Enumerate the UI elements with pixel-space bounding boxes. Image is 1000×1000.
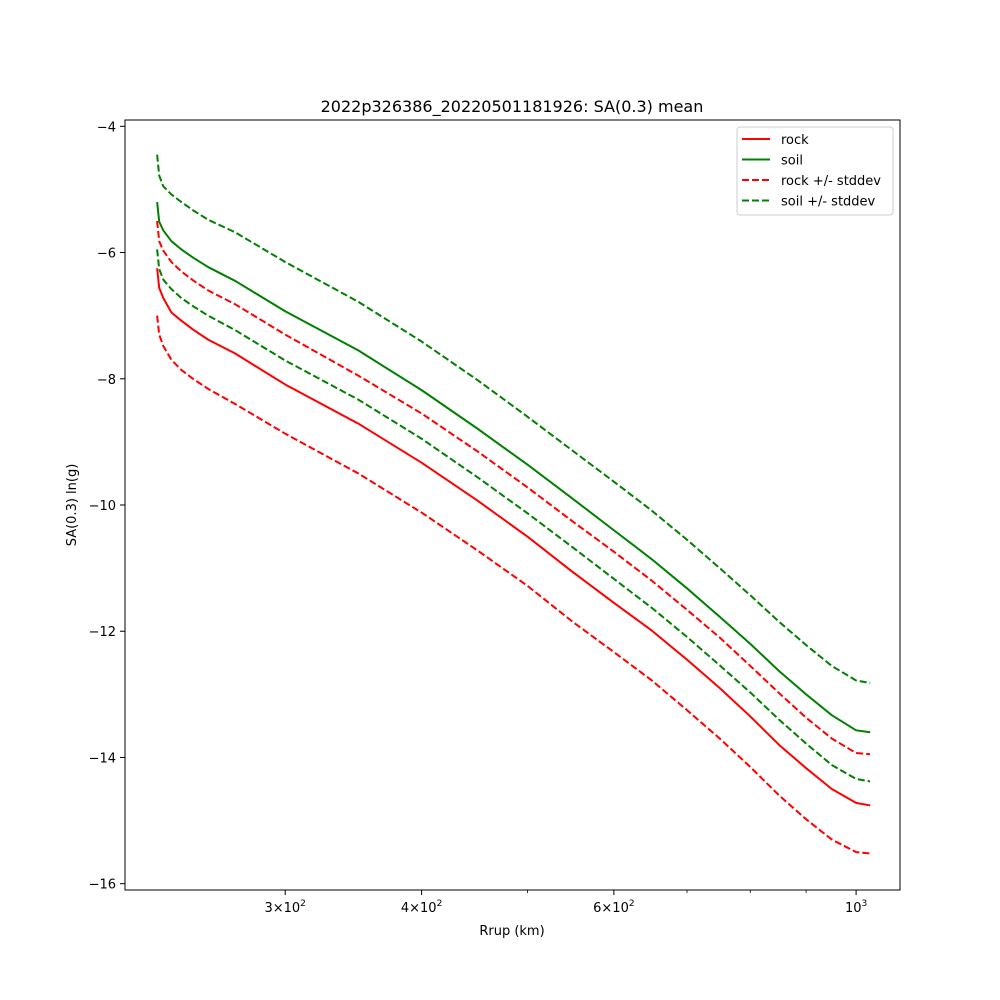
series-line-5 [156,249,871,783]
legend-box [736,126,894,216]
y-axis: −16 −14 −12 −10 −8 −6 −4 [89,120,125,893]
y-tick-label: −8 [97,373,116,388]
chart-title: 2022p326386_20220501181926: SA(0.3) mean [321,97,704,117]
x-tick-label: 3×102 [264,899,305,916]
x-tick-label: 6×102 [593,899,634,916]
x-tick-label: 4×102 [401,899,442,916]
y-tick-label: −16 [89,878,116,893]
plot-lines [156,154,871,855]
x-axis-label: Rrup (km) [479,924,544,939]
legend-label: rock +/- stddev [781,174,881,189]
legend: rock soil rock +/- stddev soil +/- stddev [736,126,894,216]
series-line-4 [156,154,871,684]
series-line-2 [156,220,871,756]
y-axis-label: SA(0.3) ln(g) [65,464,80,547]
y-tick-label: −14 [89,751,116,766]
y-tick-label: −10 [89,499,116,514]
series-line-1 [156,201,871,734]
y-tick-label: −4 [97,120,116,135]
x-axis: 3×102 4×102 6×102 103 [264,890,867,916]
x-tick-label: 103 [845,899,867,916]
y-tick-label: −6 [97,247,116,262]
legend-label: rock [781,133,809,148]
y-tick-label: −12 [89,625,116,640]
legend-label: soil [781,154,803,169]
legend-label: soil +/- stddev [781,195,876,210]
series-line-3 [156,315,871,855]
series-line-0 [156,268,871,807]
